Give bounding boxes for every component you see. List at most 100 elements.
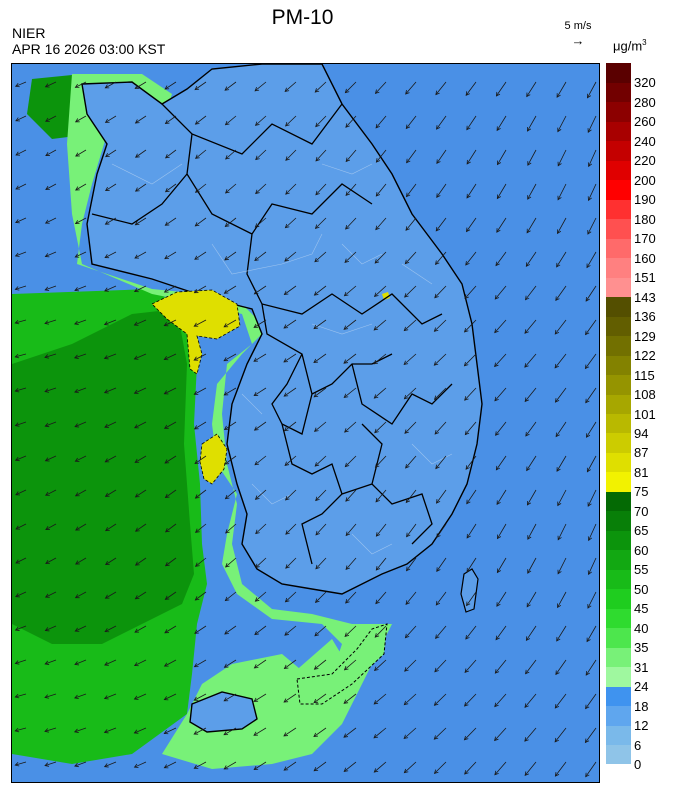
wind-arrow <box>496 591 507 607</box>
map-panel[interactable] <box>11 63 600 783</box>
legend-tick-label: 94 <box>634 425 649 441</box>
wind-arrow <box>405 115 417 129</box>
wind-arrowhead <box>14 252 20 257</box>
wind-arrow <box>105 81 117 89</box>
wind-arrow <box>434 761 447 774</box>
legend-swatch <box>606 666 631 687</box>
wind-arrow <box>45 217 57 224</box>
legend-swatch <box>606 316 631 337</box>
wind-arrow <box>557 489 567 506</box>
wind-arrow <box>225 591 237 601</box>
wind-arrowhead <box>14 626 20 631</box>
wind-arrow <box>345 217 357 230</box>
legend-swatch <box>606 63 631 83</box>
wind-arrow <box>376 149 387 163</box>
wind-arrowhead <box>73 728 79 733</box>
wind-arrow <box>557 115 567 132</box>
wind-arrowhead <box>495 261 500 267</box>
wind-arrow <box>466 217 477 232</box>
wind-arrow <box>104 251 117 258</box>
wind-arrowhead <box>587 162 593 168</box>
wind-arrowhead <box>75 152 80 157</box>
wind-arrowhead <box>104 186 110 192</box>
wind-arrowhead <box>525 669 530 675</box>
wind-arrow <box>45 183 57 190</box>
wind-arrowhead <box>103 729 109 734</box>
wind-arrow <box>586 421 597 438</box>
wind-arrowhead <box>164 85 170 90</box>
wind-arrow <box>435 217 447 232</box>
wind-arrowhead <box>253 357 259 362</box>
wind-arrowhead <box>464 668 469 674</box>
wind-arrow <box>374 761 387 773</box>
wind-arrow <box>373 727 387 739</box>
wind-arrowhead <box>74 762 79 768</box>
wind-arrow <box>345 115 357 128</box>
wind-arrow <box>135 523 147 532</box>
unit-text: μg/m <box>613 38 643 54</box>
wind-arrow <box>587 489 597 507</box>
wind-arrowhead <box>374 633 380 638</box>
wind-arrow <box>497 149 507 165</box>
legend-tick-label: 87 <box>634 445 649 461</box>
wind-arrowhead <box>494 770 499 776</box>
wind-arrowhead <box>103 389 109 394</box>
wind-arrowhead <box>283 698 289 703</box>
wind-arrow <box>496 455 507 471</box>
wind-arrowhead <box>15 559 21 564</box>
wind-arrowhead <box>495 431 500 436</box>
legend-swatch <box>606 549 631 570</box>
wind-arrowhead <box>375 566 381 571</box>
hotspot-small <box>382 292 390 300</box>
wind-arrow <box>465 81 477 96</box>
wind-arrow <box>194 285 207 294</box>
legend-swatch <box>606 394 631 414</box>
legend-swatch <box>606 510 631 531</box>
wind-arrow <box>374 625 387 638</box>
legend-tick-label: 260 <box>634 114 656 130</box>
wind-arrowhead <box>436 193 441 198</box>
wind-arrow <box>585 319 597 335</box>
wind-arrow <box>75 217 87 224</box>
wind-arrow <box>404 693 417 705</box>
wind-arrow <box>494 761 507 775</box>
wind-arrow <box>465 625 477 640</box>
wind-arrowhead <box>524 363 529 368</box>
legend-tick-label: 45 <box>634 601 649 617</box>
wind-arrow <box>285 217 297 229</box>
wind-arrowhead <box>587 196 592 202</box>
wind-arrow <box>194 693 207 701</box>
wind-arrow <box>75 523 87 531</box>
wind-arrow <box>285 149 297 161</box>
wind-arrowhead <box>557 195 562 201</box>
wind-arrowhead <box>403 394 409 400</box>
wind-arrow <box>494 285 507 300</box>
wind-arrow <box>195 489 207 499</box>
wind-arrow <box>526 81 537 97</box>
legend-swatch <box>606 471 631 492</box>
wind-arrowhead <box>45 559 50 564</box>
wind-arrow <box>313 693 327 704</box>
wind-arrow <box>406 149 417 163</box>
wind-arrowhead <box>45 185 50 190</box>
wind-arrowhead <box>104 661 109 666</box>
wind-arrowhead <box>586 433 591 438</box>
wind-arrow <box>283 761 297 771</box>
wind-arrow <box>375 591 387 604</box>
wind-arrowhead <box>524 397 530 403</box>
wind-arrowhead <box>465 91 470 96</box>
legend-tick-label: 200 <box>634 172 656 188</box>
wind-arrow <box>134 387 147 394</box>
wind-arrow <box>495 251 507 266</box>
wind-arrow <box>314 421 327 432</box>
wind-arrowhead <box>587 536 593 542</box>
wind-arrow <box>165 149 177 159</box>
wind-arrow <box>194 455 207 464</box>
wind-arrow <box>224 387 237 396</box>
wind-arrow <box>555 761 567 777</box>
wind-arrowhead <box>133 321 139 326</box>
wind-arrowhead <box>104 458 110 463</box>
wind-arrow <box>44 319 57 324</box>
wind-arrowhead <box>554 772 560 777</box>
wind-arrowhead <box>344 428 349 433</box>
